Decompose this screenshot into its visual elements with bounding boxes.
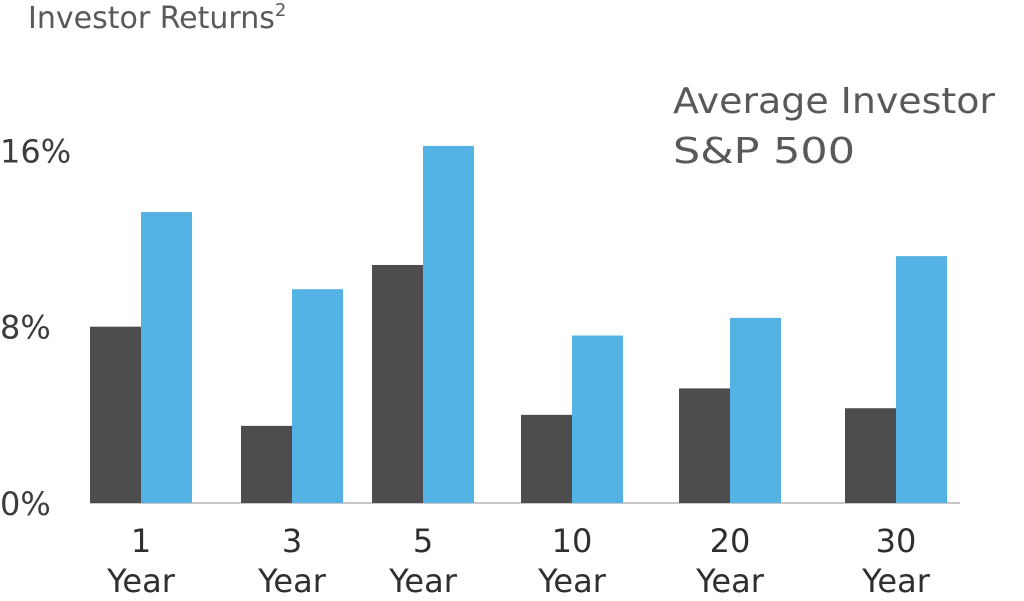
legend: Average Investor S&P 500: [673, 81, 995, 172]
x-tick-label-unit: Year: [695, 562, 765, 600]
y-tick-label: 16%: [0, 132, 71, 170]
x-tick-label-number: 10: [552, 522, 593, 560]
sp500-bar-1-year: [141, 212, 192, 503]
sp500-bar-20-year: [730, 317, 781, 503]
legend-entry-average-investor: Average Investor: [673, 81, 995, 122]
average-investor-bar-10-year: [521, 414, 572, 503]
sp500-bar-10-year: [572, 335, 623, 503]
average-investor-bar-3-year: [241, 425, 292, 503]
sp500-bar-30-year: [896, 256, 947, 503]
x-tick-label-unit: Year: [257, 562, 327, 600]
sp500-bar-3-year: [292, 289, 343, 503]
x-tick-label-number: 30: [876, 522, 917, 560]
chart-title: Investor Returns2: [28, 0, 286, 36]
x-tick-label-number: 1: [131, 522, 151, 560]
x-tick-label-number: 20: [710, 522, 751, 560]
y-tick-label: 0%: [0, 485, 51, 523]
bars: [90, 145, 947, 503]
average-investor-bar-20-year: [679, 388, 730, 503]
sp500-bar-5-year: [423, 145, 474, 503]
average-investor-bar-5-year: [372, 264, 423, 503]
chart-title-superscript: 2: [275, 0, 286, 21]
average-investor-bar-1-year: [90, 326, 141, 503]
average-investor-bar-30-year: [845, 408, 896, 503]
x-tick-label-unit: Year: [388, 562, 458, 600]
x-tick-label-unit: Year: [106, 562, 176, 600]
y-tick-label: 8%: [0, 309, 51, 347]
y-axis-ticks: 0% 8% 16%: [0, 132, 71, 523]
legend-entry-sp500: S&P 500: [673, 131, 855, 172]
x-tick-label-unit: Year: [861, 562, 931, 600]
x-tick-label-number: 5: [413, 522, 433, 560]
x-tick-label-unit: Year: [537, 562, 607, 600]
x-tick-label-number: 3: [282, 522, 302, 560]
chart-title-main: Investor Returns: [28, 1, 275, 36]
